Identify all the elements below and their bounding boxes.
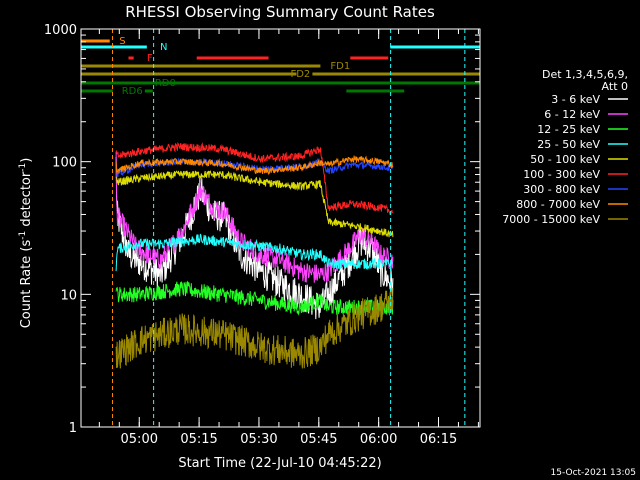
series-line-4 — [115, 233, 394, 272]
legend-label-8: 800 - 7000 keV — [516, 198, 600, 211]
chart-title: RHESSI Observing Summary Count Rates — [125, 3, 435, 21]
x-tick-label-4: 05:45 — [300, 432, 337, 447]
series-line-8 — [115, 155, 394, 176]
series-line-3 — [115, 280, 394, 316]
legend-label-1: 3 - 6 keV — [551, 93, 600, 106]
flag-label-n: N — [160, 42, 167, 53]
y-axis-label-sup1: -1 — [18, 231, 28, 240]
y-tick-label-1: 1 — [69, 421, 77, 436]
flag-label-rd0: RD0 — [155, 78, 176, 89]
plot-area: S NF FD1 FD2 RD0 RD6 1 10 100 1000 05:00 05:15 05:30… — [44, 23, 481, 447]
y-axis-label: Count Rate (s-1 detector-1) — [18, 158, 34, 329]
legend-header-2: Att 0 — [602, 80, 628, 93]
legend-label-9: 7000 - 15000 keV — [502, 213, 600, 226]
x-tick-label-2: 05:15 — [180, 432, 217, 447]
plot-frame — [80, 28, 481, 428]
flag-label-fd2: FD2 — [290, 69, 310, 80]
legend-label-3: 12 - 25 keV — [537, 123, 600, 136]
y-axis-label-main: Count Rate (s — [19, 240, 34, 329]
y-tick-label-2: 10 — [60, 288, 77, 303]
y-axis-label-end: ) — [19, 158, 34, 163]
series-line-6 — [115, 141, 393, 215]
flag-label-fd1: FD1 — [330, 61, 350, 72]
x-tick-label-6: 06:15 — [420, 432, 457, 447]
legend-label-4: 25 - 50 keV — [537, 138, 600, 151]
footer-timestamp: 15-Oct-2021 13:05 — [551, 468, 636, 478]
y-axis-label-mid: detector — [19, 171, 34, 231]
y-tick-label-3: 100 — [52, 156, 77, 171]
flag-label-rd6: RD6 — [122, 86, 143, 97]
x-tick-label-1: 05:00 — [121, 432, 158, 447]
flag-label-f: F — [147, 53, 153, 64]
legend-label-7: 300 - 800 keV — [523, 183, 600, 196]
x-tick-label-5: 06:00 — [360, 432, 397, 447]
legend-header-1: Det 1,3,4,5,6,9, — [542, 68, 628, 81]
x-axis-label: Start Time (22-Jul-10 04:45:22) — [178, 456, 381, 471]
y-tick-label-4: 1000 — [44, 23, 77, 38]
flag-label-s: S — [119, 36, 125, 47]
legend-label-6: 100 - 300 keV — [523, 168, 600, 181]
series-line-5 — [115, 169, 394, 238]
x-tick-label-3: 05:30 — [240, 432, 277, 447]
series-line-9 — [115, 287, 394, 369]
legend: Det 1,3,4,5,6,9,Att 03 - 6 keV 6 - 12 keV… — [502, 68, 628, 226]
legend-label-5: 50 - 100 keV — [530, 153, 600, 166]
y-axis-label-sup2: -1 — [18, 163, 28, 172]
legend-label-2: 6 - 12 keV — [544, 108, 600, 121]
